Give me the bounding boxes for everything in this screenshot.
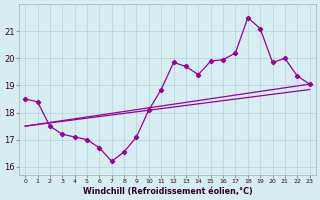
- X-axis label: Windchill (Refroidissement éolien,°C): Windchill (Refroidissement éolien,°C): [83, 187, 252, 196]
